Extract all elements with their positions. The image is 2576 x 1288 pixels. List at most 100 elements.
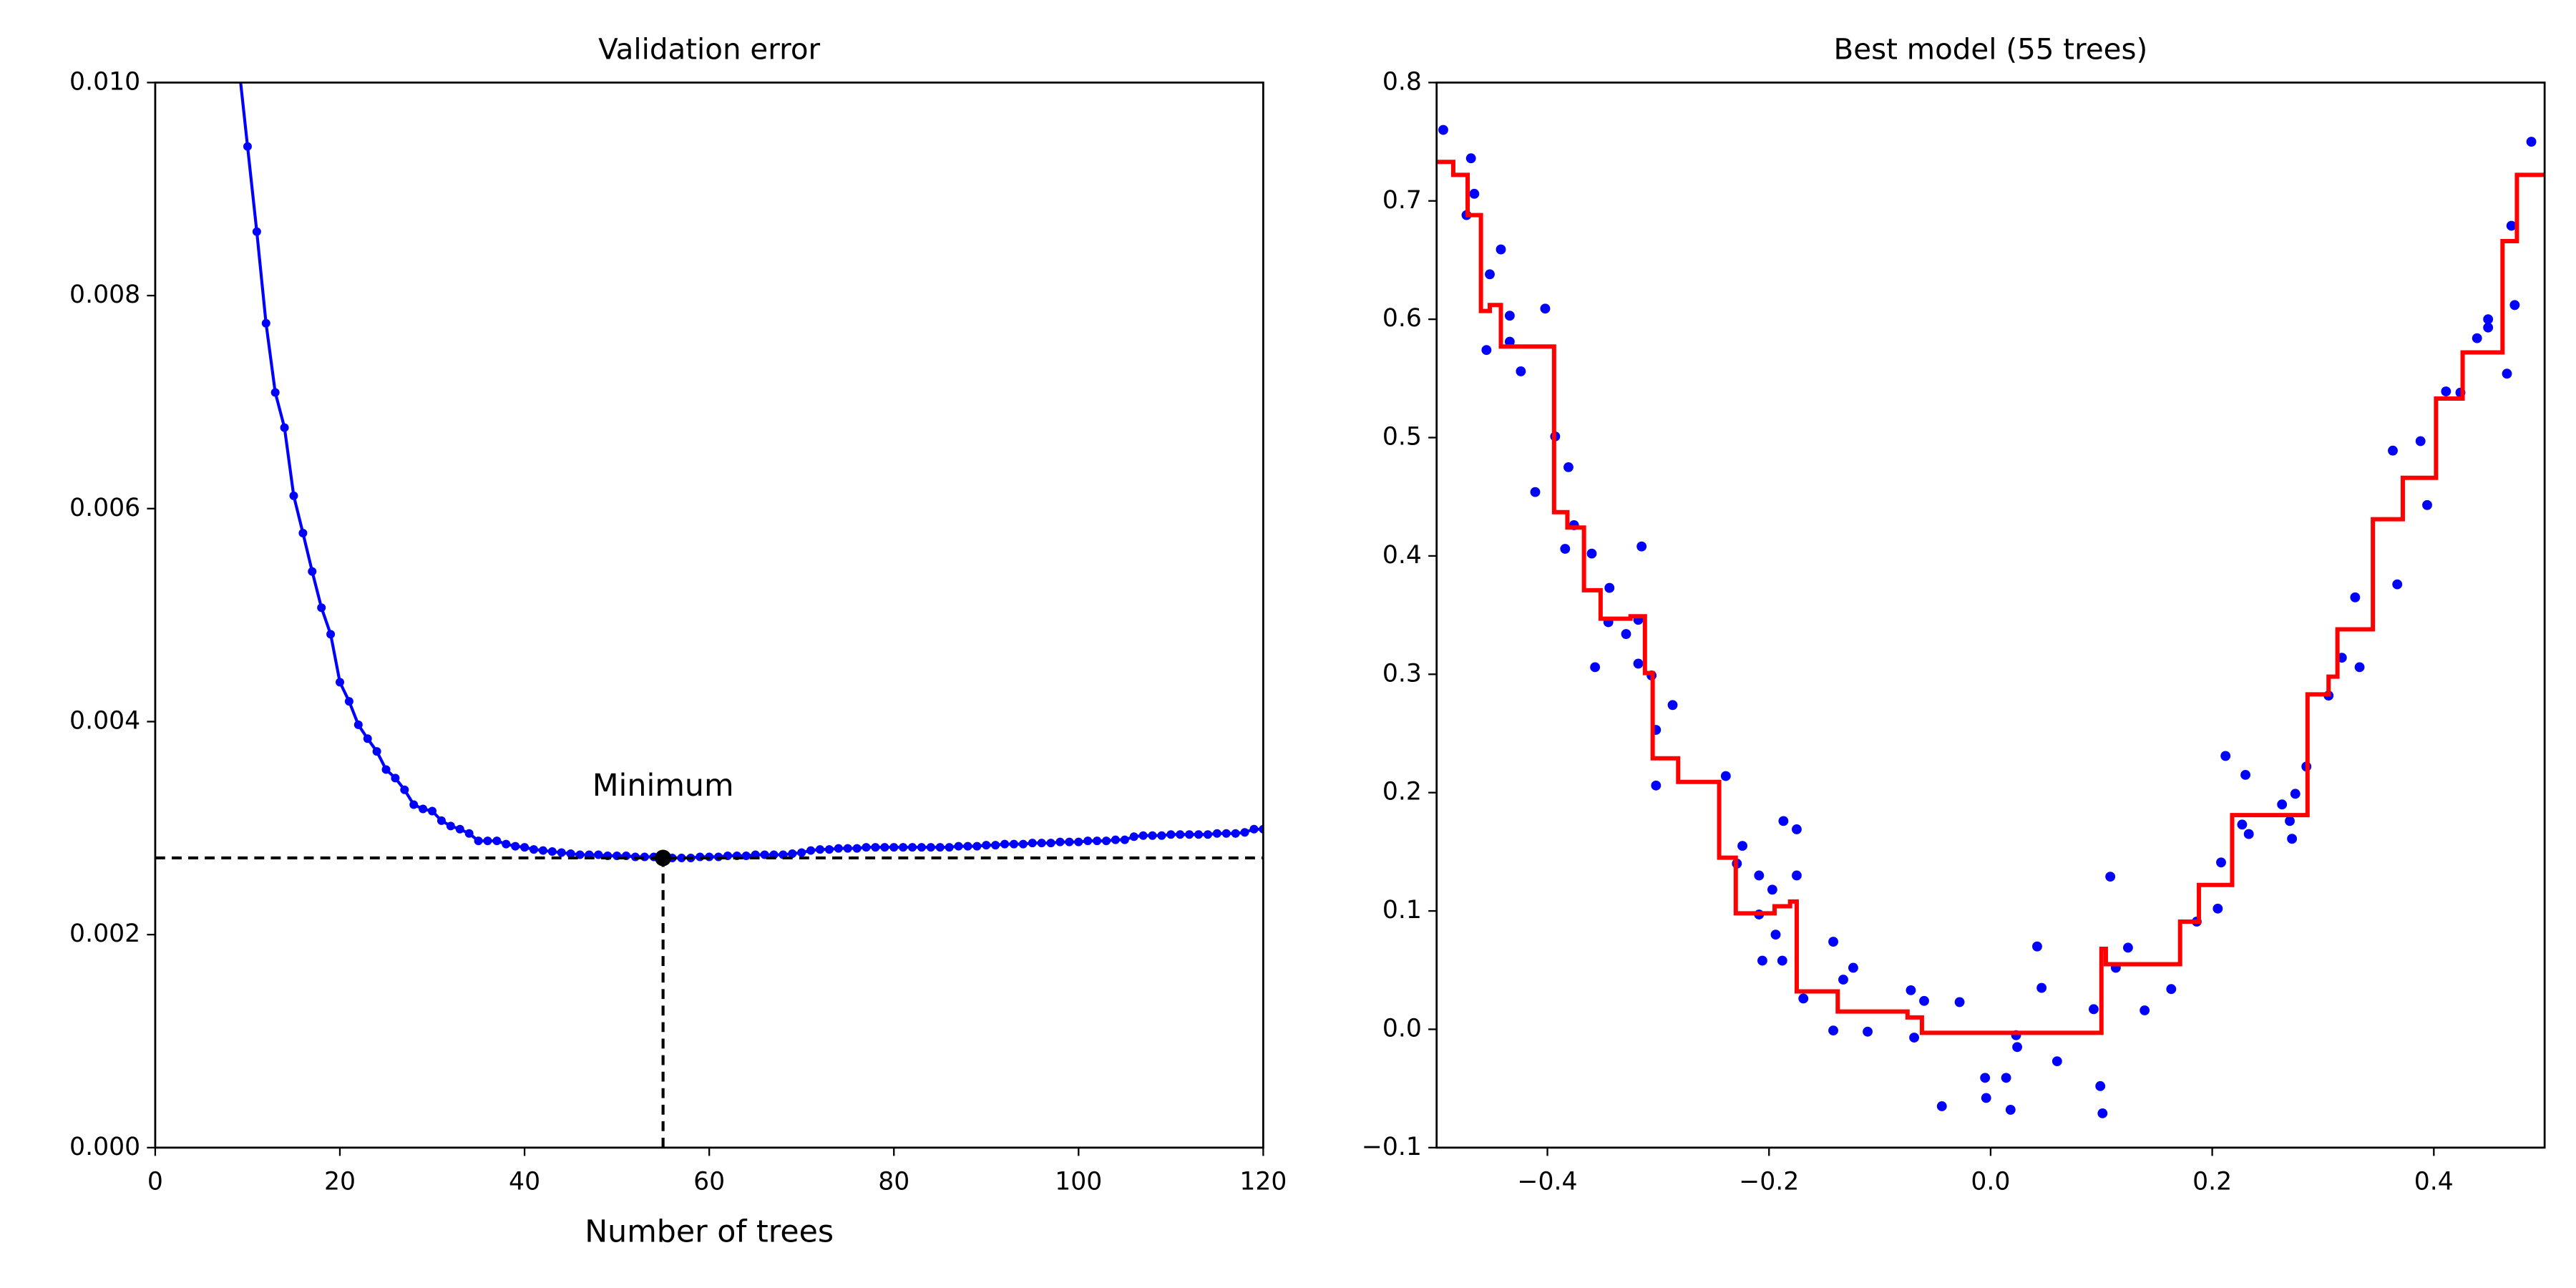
data-point [492, 836, 502, 846]
data-point [1530, 487, 1541, 497]
data-point [317, 603, 326, 613]
data-point [1770, 930, 1781, 940]
data-point [289, 491, 298, 500]
data-point [1055, 837, 1065, 847]
data-point [1909, 1033, 1920, 1043]
y-tick-label: 0.0 [1382, 1014, 1422, 1043]
data-point [1621, 629, 1631, 639]
x-tick-label: 0.2 [2192, 1167, 2232, 1196]
chart-title: Validation error [598, 33, 820, 67]
data-point [2237, 819, 2248, 830]
y-tick-label: 0.4 [1382, 541, 1422, 570]
data-point [2392, 579, 2403, 590]
data-point [1919, 995, 1929, 1006]
annotation: Minimum [592, 768, 734, 804]
data-point [991, 841, 1000, 850]
data-point [1754, 870, 1765, 881]
data-point [806, 846, 816, 855]
data-point [511, 841, 520, 851]
data-point [797, 848, 806, 857]
y-tick-label: 0.002 [69, 919, 140, 948]
data-point [1720, 771, 1731, 781]
data-point [1185, 830, 1194, 839]
data-point [2350, 592, 2361, 602]
data-point [1981, 1093, 1991, 1103]
data-point [1863, 1026, 1873, 1037]
data-point [2506, 220, 2517, 231]
data-point [2483, 314, 2494, 325]
y-tick-label: 0.1 [1382, 896, 1422, 924]
data-point [1980, 1073, 1991, 1083]
data-point [1778, 816, 1789, 826]
data-point [862, 843, 871, 852]
data-point [1102, 836, 1111, 846]
x-tick-label: 60 [693, 1167, 725, 1196]
data-point [945, 843, 954, 852]
data-point [2097, 1108, 2108, 1118]
data-point [880, 843, 889, 852]
data-point [1120, 835, 1129, 844]
y-tick-label: 0.004 [69, 706, 140, 735]
data-point [1604, 582, 1615, 593]
data-point [252, 227, 261, 236]
data-point [566, 849, 575, 859]
x-tick-label: 80 [878, 1167, 909, 1196]
data-point [557, 848, 566, 857]
data-point [1504, 311, 1515, 321]
data-point [1586, 548, 1597, 559]
data-point [502, 839, 511, 849]
data-point [1560, 544, 1571, 554]
data-point [1667, 700, 1678, 711]
data-point [335, 678, 344, 687]
data-point [446, 821, 455, 831]
data-point [871, 843, 880, 852]
data-point [1438, 125, 1448, 135]
data-point [363, 734, 372, 743]
data-point [243, 142, 252, 151]
data-point [2036, 982, 2047, 993]
data-point [1138, 831, 1148, 840]
data-point [547, 847, 557, 857]
data-point [1504, 336, 1515, 347]
data-point [2526, 137, 2537, 147]
data-point [1203, 830, 1212, 839]
data-point [1798, 993, 1809, 1004]
data-point [1111, 835, 1120, 844]
data-point [308, 567, 317, 576]
data-point [1496, 244, 1506, 255]
data-point [1212, 829, 1221, 838]
data-point [954, 841, 963, 851]
data-point [1540, 303, 1551, 314]
data-point [2422, 499, 2432, 510]
data-point [834, 844, 843, 853]
plot-area [155, 82, 1264, 1148]
data-point [474, 836, 483, 846]
data-point [1074, 837, 1083, 847]
data-point [824, 845, 834, 854]
data-point [2243, 829, 2254, 839]
y-tick-label: 0.3 [1382, 659, 1422, 688]
x-tick-label: −0.2 [1739, 1167, 1799, 1196]
data-point [1792, 824, 1802, 834]
data-point [1563, 462, 1574, 472]
data-point [436, 816, 446, 825]
data-point [2509, 300, 2520, 311]
data-point [1590, 662, 1601, 673]
data-point [1767, 884, 1777, 895]
y-tick-label: 0.6 [1382, 304, 1422, 333]
data-point [2472, 333, 2482, 343]
data-point [1129, 832, 1138, 841]
data-point [2001, 1073, 2011, 1083]
data-point [1465, 153, 1476, 164]
data-point [677, 853, 686, 862]
data-point [935, 843, 945, 852]
y-tick-label: 0.006 [69, 494, 140, 522]
data-point [1221, 829, 1231, 838]
data-point [2277, 799, 2288, 810]
y-tick-label: 0.000 [69, 1133, 140, 1161]
x-axis-label: Number of trees [585, 1214, 834, 1249]
y-tick-label: 0.008 [69, 280, 140, 309]
data-point [2415, 436, 2426, 447]
data-point [1009, 839, 1018, 849]
